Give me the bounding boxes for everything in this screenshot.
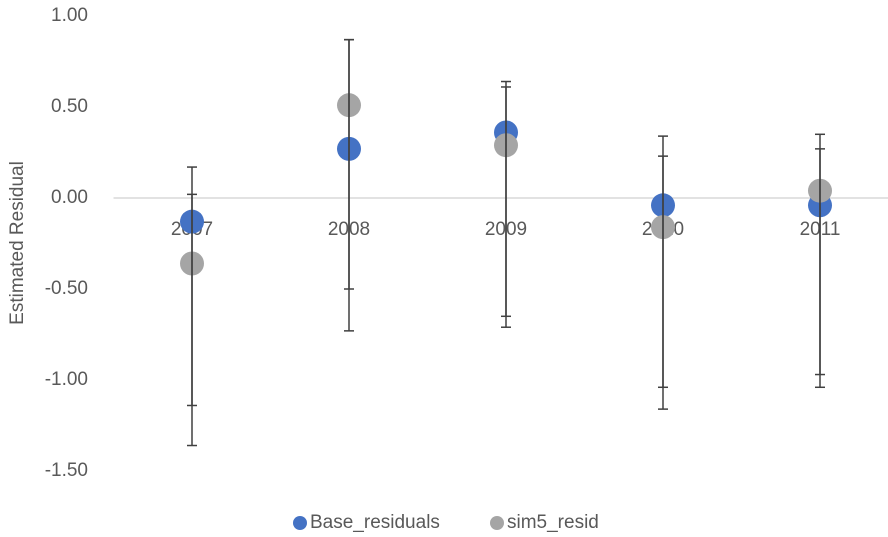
error-bar (658, 155, 668, 410)
error-bar (344, 38, 354, 332)
legend-marker (490, 516, 504, 530)
y-tick-label: 0.00 (51, 187, 88, 208)
legend-label: sim5_resid (507, 512, 599, 533)
y-tick-label: -1.50 (45, 460, 88, 481)
legend-marker (293, 516, 307, 530)
error-bar (815, 133, 825, 389)
y-tick-label: -0.50 (45, 278, 88, 299)
y-axis-title: Estimated Residual (7, 161, 28, 325)
legend-label: Base_residuals (310, 512, 440, 533)
error-bar (501, 86, 511, 328)
y-tick-label: 1.00 (51, 5, 88, 26)
error-bar (187, 193, 197, 447)
y-tick-label: -1.00 (45, 369, 88, 390)
y-tick-label: 0.50 (51, 96, 88, 117)
